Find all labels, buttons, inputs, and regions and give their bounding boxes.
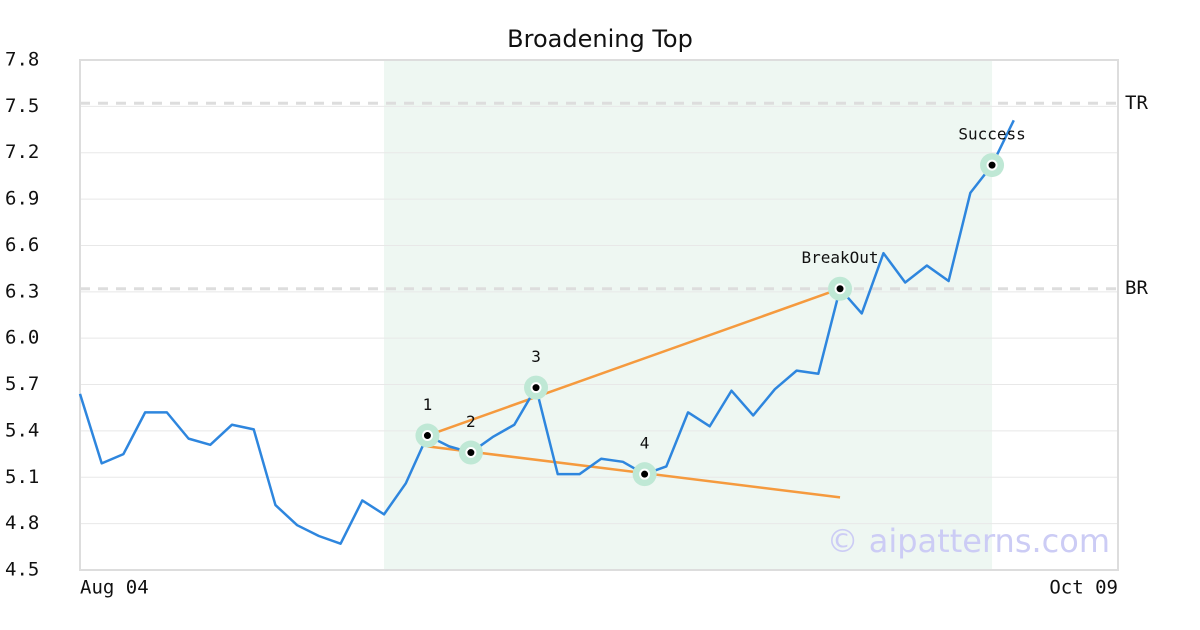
y-tick-label: 6.3	[5, 280, 39, 302]
level-label: BR	[1125, 277, 1148, 299]
price-line	[78, 119, 1015, 545]
y-tick-label: 6.0	[5, 327, 39, 349]
y-tick-label: 5.7	[5, 373, 39, 395]
y-tick-label: 7.2	[5, 141, 39, 163]
annotation-label: 4	[640, 434, 650, 453]
annotation-label: 3	[531, 347, 541, 366]
y-tick-label: 4.8	[5, 512, 39, 534]
pattern-point	[834, 283, 846, 295]
level-label: TR	[1125, 92, 1148, 114]
y-tick-label: 7.8	[5, 49, 39, 71]
y-tick-label: 5.1	[5, 466, 39, 488]
x-tick-label: Oct 09	[1049, 577, 1118, 599]
pattern-point	[465, 447, 477, 459]
trendline	[427, 287, 841, 437]
y-tick-label: 4.5	[5, 559, 39, 581]
pattern-point	[530, 382, 542, 394]
y-tick-label: 6.9	[5, 188, 39, 210]
annotation-label: Success	[958, 125, 1025, 144]
pattern-region	[384, 60, 993, 570]
pattern-point	[986, 159, 998, 171]
pattern-point	[639, 468, 651, 480]
y-tick-label: 5.4	[5, 419, 39, 441]
annotation-label: BreakOut	[802, 248, 879, 267]
y-tick-label: 7.5	[5, 95, 39, 117]
watermark: © aipatterns.com	[827, 522, 1110, 560]
annotation-label: 2	[466, 412, 476, 431]
chart-title: Broadening Top	[507, 25, 693, 53]
x-tick-label: Aug 04	[80, 577, 149, 599]
annotation-label: 1	[423, 395, 433, 414]
plot-border	[79, 59, 1119, 571]
y-tick-label: 6.6	[5, 234, 39, 256]
pattern-point	[421, 430, 433, 442]
